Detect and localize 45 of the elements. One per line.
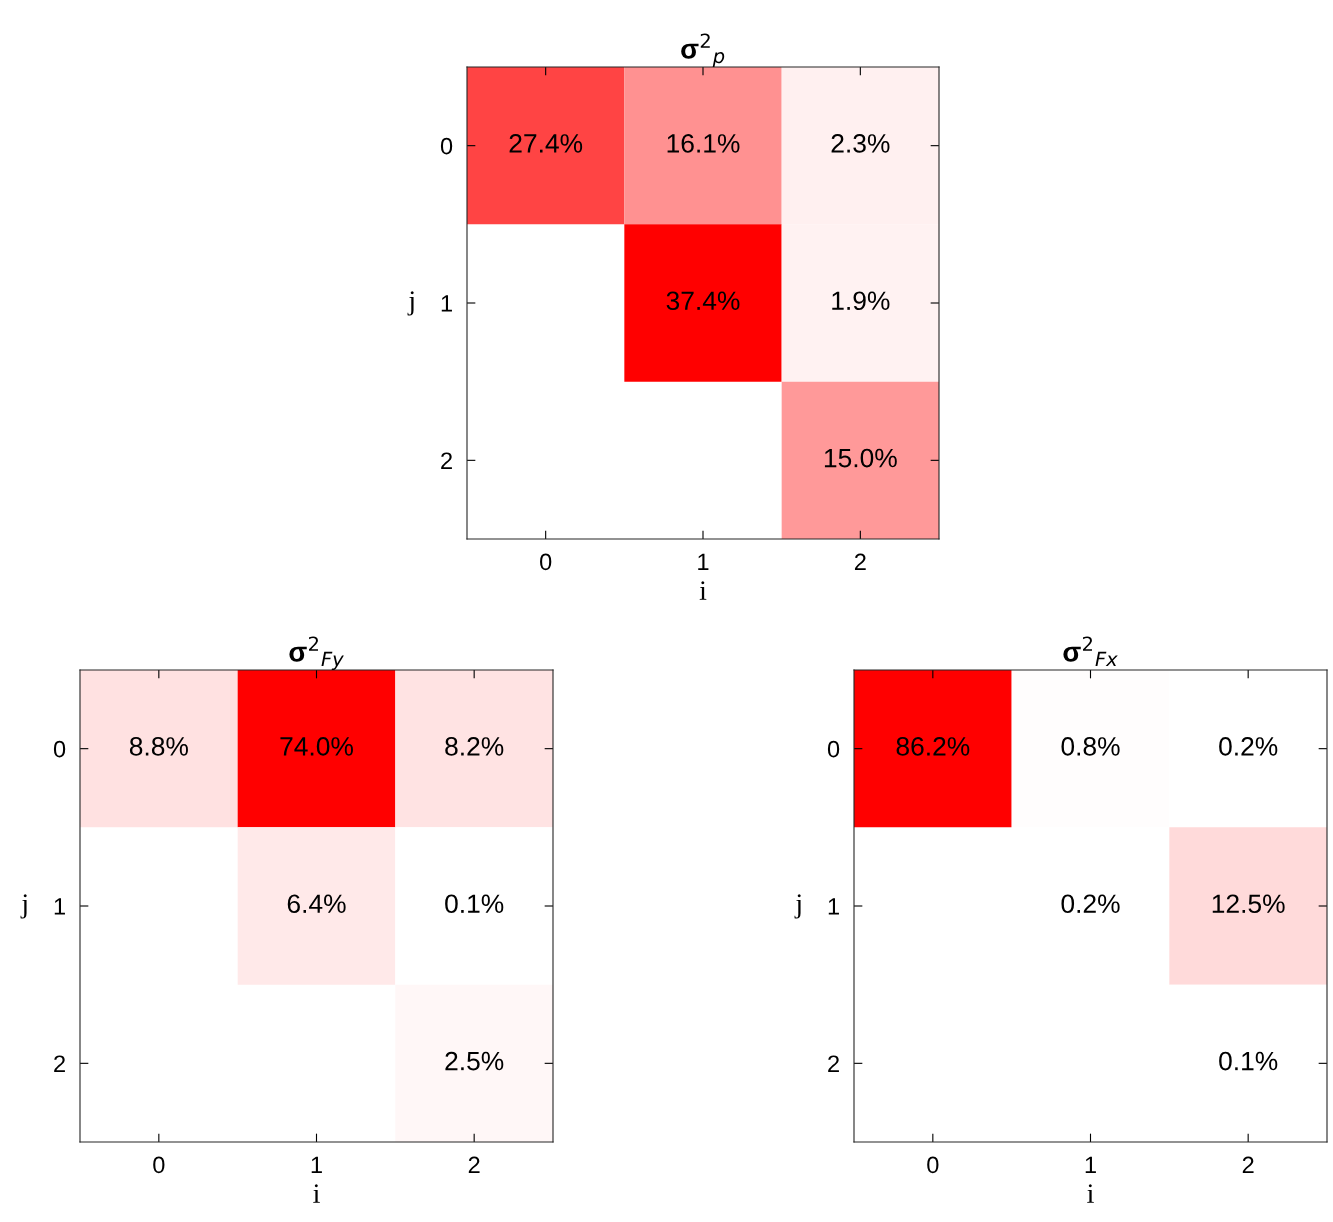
y-tick-label: 0 bbox=[827, 740, 840, 758]
data-label: 2.5% bbox=[445, 1051, 504, 1071]
data-label: 1.9% bbox=[832, 291, 890, 311]
y-tick-label: 0 bbox=[53, 740, 66, 758]
data-label: 12.5% bbox=[1212, 894, 1285, 914]
data-label: 15.0% bbox=[824, 448, 897, 468]
x-tick-label: 2 bbox=[854, 553, 866, 570]
data-label: 2.3% bbox=[831, 134, 890, 153]
data-label: 0.1% bbox=[1219, 1051, 1278, 1071]
y-axis-title: j bbox=[20, 894, 27, 919]
data-label: 27.4% bbox=[509, 134, 583, 153]
chart-title: σ$^{2}$$_{p}$ bbox=[681, 33, 725, 68]
x-tick-label: 1 bbox=[1085, 1156, 1096, 1173]
y-tick-label: 1 bbox=[828, 898, 839, 915]
y-axis-title: j bbox=[407, 291, 414, 316]
data-label: 16.1% bbox=[667, 134, 740, 153]
y-tick-label: 2 bbox=[54, 1055, 65, 1072]
x-axis-title: i bbox=[1087, 1184, 1094, 1203]
data-label: 0.2% bbox=[1061, 894, 1120, 914]
x-tick-label: 1 bbox=[311, 1156, 322, 1173]
data-label: 74.0% bbox=[280, 737, 353, 756]
x-tick-label: 0 bbox=[540, 553, 552, 571]
x-axis-title: i bbox=[699, 581, 707, 600]
chart-title: σ$^{2}$$_{Fx}$ bbox=[1063, 636, 1118, 667]
data-label: 37.4% bbox=[666, 291, 740, 311]
x-tick-label: 0 bbox=[927, 1156, 939, 1174]
chart-title: σ$^{2}$$_{Fy}$ bbox=[289, 636, 344, 671]
data-label: 0.2% bbox=[1219, 737, 1278, 756]
x-tick-label: 1 bbox=[698, 553, 709, 570]
data-label: 6.4% bbox=[287, 894, 346, 914]
data-label: 86.2% bbox=[896, 737, 970, 756]
y-tick-label: 1 bbox=[54, 898, 65, 915]
x-tick-label: 2 bbox=[468, 1156, 480, 1173]
x-axis-title: i bbox=[313, 1184, 320, 1203]
y-axis-title: j bbox=[794, 894, 801, 919]
data-label: 0.1% bbox=[445, 894, 504, 914]
y-tick-label: 0 bbox=[440, 137, 453, 155]
y-tick-label: 2 bbox=[828, 1055, 839, 1072]
data-label: 0.8% bbox=[1061, 737, 1120, 756]
data-label: 8.2% bbox=[445, 737, 504, 756]
x-tick-label: 2 bbox=[1242, 1156, 1254, 1173]
x-tick-label: 0 bbox=[153, 1156, 165, 1174]
y-tick-label: 1 bbox=[441, 295, 452, 312]
y-tick-label: 2 bbox=[441, 452, 452, 469]
data-label: 8.8% bbox=[129, 737, 188, 756]
